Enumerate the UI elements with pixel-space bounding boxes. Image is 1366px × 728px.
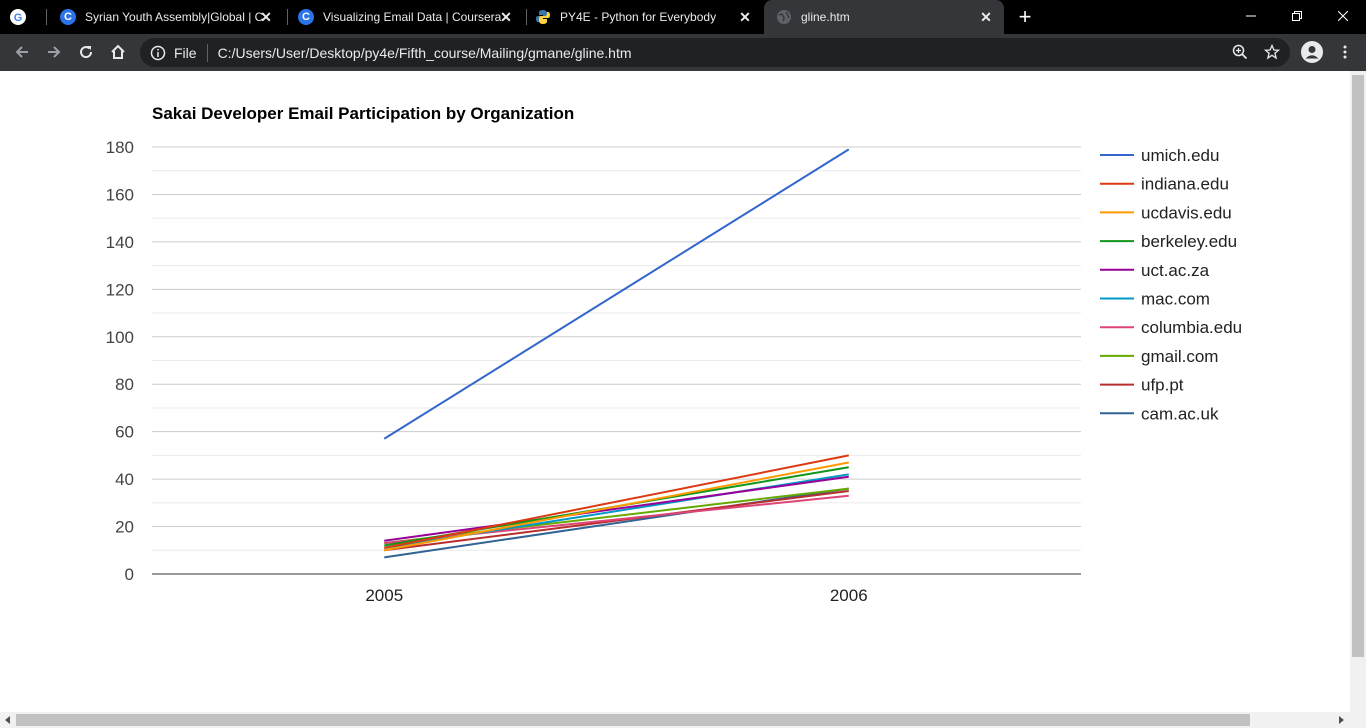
tab-separator [287,9,288,25]
arrow-left-icon [15,46,28,58]
minimize-button[interactable] [1228,0,1274,32]
tab-title: PY4E - Python for Everybody [560,10,717,24]
tab-gline[interactable]: gline.htm ✕ [764,0,1004,34]
legend-label: ufp.pt [1141,376,1184,395]
star-icon [1264,44,1280,60]
y-tick-label: 140 [106,233,134,252]
close-icon[interactable]: ✕ [980,9,992,25]
url-text[interactable]: C:/Users/User/Desktop/py4e/Fifth_course/… [217,44,632,61]
file-label: File [174,44,197,61]
browser-toolbar: File C:/Users/User/Desktop/py4e/Fifth_co… [0,34,1366,71]
more-vert-icon [1343,45,1347,59]
new-tab-button[interactable]: + [1018,4,1032,29]
svg-text:G: G [14,12,23,24]
close-icon[interactable]: ✕ [500,9,512,25]
legend-label: uct.ac.za [1141,261,1210,280]
tab-title: gline.htm [801,10,850,24]
address-bar[interactable]: File C:/Users/User/Desktop/py4e/Fifth_co… [140,38,1290,67]
home-button[interactable] [106,40,130,64]
legend-label: ucdavis.edu [1141,203,1232,222]
reload-icon [80,46,93,59]
restore-button[interactable] [1274,0,1320,32]
close-icon [1338,11,1348,21]
scroll-left-icon[interactable] [3,715,13,725]
zoom-button[interactable] [1228,40,1252,64]
y-tick-label: 160 [106,185,134,204]
omnibox-divider [206,43,208,62]
tab-syrian-youth[interactable]: C Syrian Youth Assembly|Global | C ✕ [52,0,284,34]
close-icon[interactable]: ✕ [739,9,751,25]
legend-label: indiana.edu [1141,175,1229,194]
close-icon[interactable]: ✕ [260,9,272,25]
scroll-right-icon[interactable] [1336,715,1346,725]
horizontal-scrollbar-thumb[interactable] [16,714,1250,726]
y-tick-label: 60 [115,423,134,442]
tab-strip: G C Syrian Youth Assembly|Global | C ✕ C… [0,0,1366,34]
restore-icon [1292,11,1302,21]
series-line-ucdavis-edu [384,461,849,552]
forward-button[interactable] [42,40,66,64]
python-icon [536,10,550,24]
y-tick-label: 80 [115,375,134,394]
line-chart: Sakai Developer Email Participation by O… [106,104,1243,605]
horizontal-scrollbar[interactable] [0,712,1366,728]
series-line-indiana-edu [384,454,849,549]
avatar-icon [1301,41,1323,63]
tab-py4e[interactable]: PY4E - Python for Everybody ✕ [529,0,763,34]
x-tick-label: 2006 [830,586,868,605]
legend-label: berkeley.edu [1141,232,1237,251]
chart-grid [152,146,1081,551]
arrow-right-icon [48,46,61,58]
close-window-button[interactable] [1320,0,1366,32]
bookmark-button[interactable] [1260,40,1284,64]
menu-button[interactable] [1333,40,1357,64]
vertical-scrollbar[interactable] [1350,71,1366,712]
globe-icon [777,10,791,24]
chart-title: Sakai Developer Email Participation by O… [152,104,574,123]
profile-button[interactable] [1300,40,1324,64]
y-tick-label: 20 [115,518,134,537]
tab-visualizing-email[interactable]: C Visualizing Email Data | Coursera ✕ [290,0,524,34]
y-tick-label: 180 [106,138,134,157]
zoom-icon [1232,44,1248,60]
tab-separator [46,9,47,25]
tab-google[interactable]: G [10,0,42,34]
chart-legend: umich.edu indiana.edu ucdavis.edu berkeley.… [1100,146,1242,423]
coursera-icon: C [298,9,314,25]
legend-label: umich.edu [1141,146,1219,165]
series-line-ufp-pt [384,489,849,552]
series-line-uct-ac-za [384,475,849,542]
legend-label: gmail.com [1141,347,1218,366]
home-icon [111,44,125,59]
series-line-gmail-com [384,487,849,545]
x-tick-label: 2005 [365,586,403,605]
chart-axes: 0 20 40 60 80 100 120 140 160 180 2005 2006 [106,138,1081,605]
y-tick-label: 40 [115,470,134,489]
legend-label: cam.ac.uk [1141,404,1219,423]
y-tick-label: 120 [106,280,134,299]
tab-separator [526,9,527,25]
info-icon[interactable] [150,45,166,61]
back-button[interactable] [10,40,34,64]
tab-title: Visualizing Email Data | Coursera [323,10,502,24]
minimize-icon [1246,15,1256,17]
google-icon: G [10,9,26,25]
tab-title: Syrian Youth Assembly|Global | C [85,10,263,24]
page-content: Sakai Developer Email Participation by O… [0,71,1350,712]
chart-series [383,148,850,559]
vertical-scrollbar-thumb[interactable] [1352,75,1364,657]
legend-label: mac.com [1141,290,1210,309]
legend-label: columbia.edu [1141,318,1242,337]
reload-button[interactable] [74,40,98,64]
y-tick-label: 0 [125,565,134,584]
coursera-icon: C [60,9,76,25]
y-tick-label: 100 [106,328,134,347]
series-line-umich-edu [383,148,850,440]
